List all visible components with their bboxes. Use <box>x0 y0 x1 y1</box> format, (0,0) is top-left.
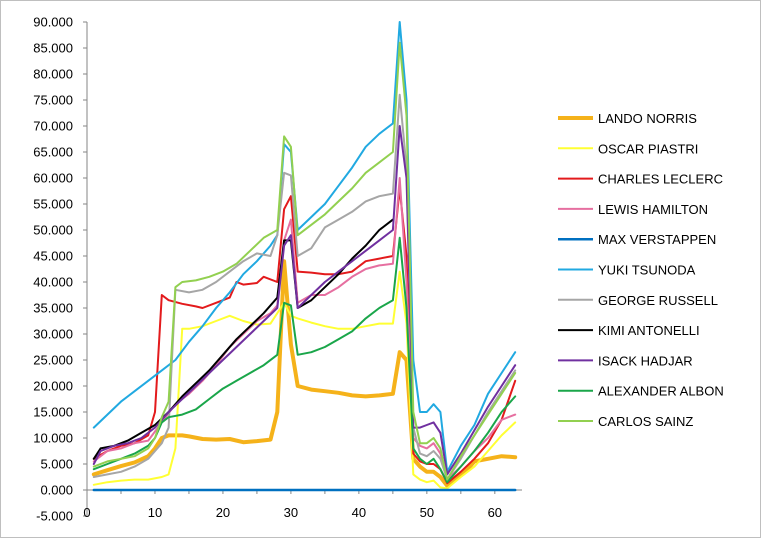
y-tick-label: 70.000 <box>33 119 73 134</box>
series-line-lando-norris <box>91 259 518 488</box>
y-tick-label: 80.000 <box>33 67 73 82</box>
legend-label: KIMI ANTONELLI <box>598 323 700 338</box>
legend-label: LEWIS HAMILTON <box>598 202 708 217</box>
x-tick-label: 0 <box>83 505 90 520</box>
x-tick-label: 30 <box>284 505 298 520</box>
y-tick-label: 50.000 <box>33 223 73 238</box>
y-tick-label: 65.000 <box>33 145 73 160</box>
legend-label: ALEXANDER ALBON <box>598 384 724 399</box>
y-tick-label: 35.000 <box>33 301 73 316</box>
series-line-carlos-sainz <box>92 41 517 481</box>
series-group <box>91 21 518 492</box>
x-tick-label: 50 <box>420 505 434 520</box>
series-line-isack-hadjar <box>92 125 517 476</box>
series-line-charles-leclerc <box>92 187 517 485</box>
x-tick-label: 20 <box>216 505 230 520</box>
legend-label: LANDO NORRIS <box>598 111 697 126</box>
y-tick-label: 40.000 <box>33 275 73 290</box>
y-tick-label: -5.000 <box>36 509 73 524</box>
y-tick-label: 25.000 <box>33 353 73 368</box>
axes: -5.000 0.000 5.000 10.000 15.000 20.000 25.000… <box>33 15 522 524</box>
y-tick-label: 0.000 <box>40 483 73 498</box>
series-line-yuki-tsunoda <box>92 21 517 473</box>
series-line-alexander-albon <box>92 236 517 484</box>
y-tick-label: 85.000 <box>33 41 73 56</box>
legend-label: CHARLES LECLERC <box>598 172 723 187</box>
x-tick-label: 60 <box>488 505 502 520</box>
x-tick-label: 10 <box>148 505 162 520</box>
y-tick-label: 60.000 <box>33 171 73 186</box>
y-tick-label: 30.000 <box>33 327 73 342</box>
y-tick-label: 90.000 <box>33 15 73 30</box>
legend: LANDO NORRIS OSCAR PIASTRI CHARLES LECLERC… <box>558 111 724 429</box>
series-line-george-russell <box>92 93 517 481</box>
legend-label: GEORGE RUSSELL <box>598 293 718 308</box>
y-tick-label: 45.000 <box>33 249 73 264</box>
y-tick-label: 75.000 <box>33 93 73 108</box>
legend-label: OSCAR PIASTRI <box>598 141 698 156</box>
y-tick-label: 15.000 <box>33 405 73 420</box>
series-line-oscar-piastri <box>92 270 517 490</box>
y-tick-label: 5.000 <box>40 457 73 472</box>
legend-label: CARLOS SAINZ <box>598 414 693 429</box>
legend-label: ISACK HADJAR <box>598 353 693 368</box>
series-line-kimi-antonelli <box>92 218 394 460</box>
y-tick-label: 55.000 <box>33 197 73 212</box>
y-tick-label: 20.000 <box>33 379 73 394</box>
legend-label: MAX VERSTAPPEN <box>598 232 716 247</box>
x-tick-label: 40 <box>352 505 366 520</box>
legend-label: YUKI TSUNODA <box>598 263 696 278</box>
y-tick-label: 10.000 <box>33 431 73 446</box>
series-layer <box>91 21 518 492</box>
